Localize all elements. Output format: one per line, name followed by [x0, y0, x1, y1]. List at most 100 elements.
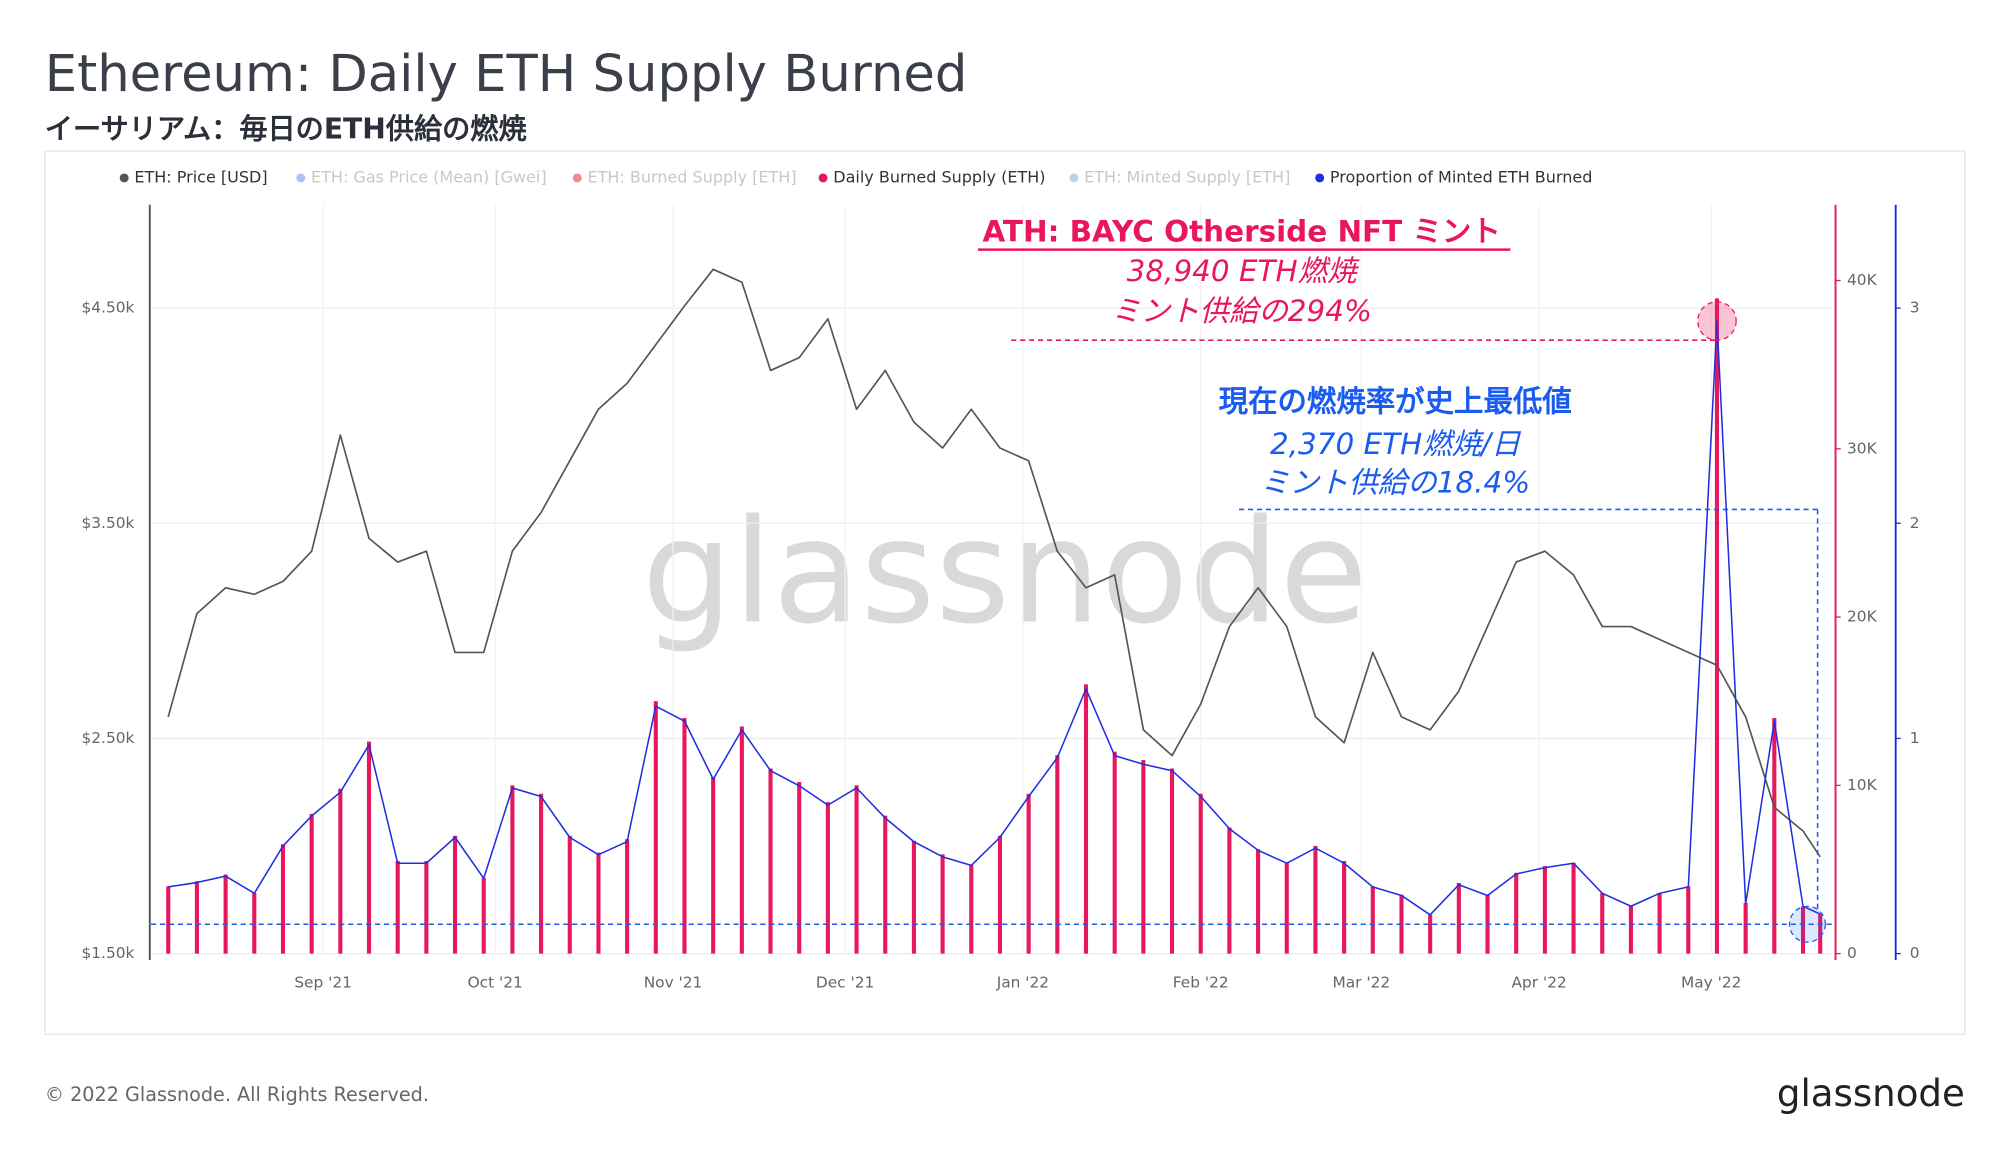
- y2-tick-label: 10K: [1847, 776, 1878, 794]
- bar: [854, 785, 859, 954]
- bar: [1112, 751, 1117, 954]
- bar: [1714, 298, 1720, 954]
- plot-area: $1.50k $2.50k $3.50k $4.50k Sep '21 Oct '21 No…: [82, 167, 1920, 991]
- bar: [1571, 862, 1576, 954]
- line: [168, 320, 1821, 916]
- highlight-point: [1697, 301, 1737, 341]
- legend-label: ETH: Minted Supply [ETH]: [1084, 167, 1290, 186]
- bar: [1800, 906, 1806, 954]
- bar: [1428, 914, 1433, 954]
- legend-label: ETH: Gas Price (Mean) [Gwei]: [311, 167, 547, 186]
- bar: [1313, 845, 1318, 954]
- bar: [739, 726, 744, 954]
- legend-label: ETH: Burned Supply [ETH]: [588, 167, 797, 186]
- chart-title: Ethereum: Daily ETH Supply Burned: [45, 44, 968, 104]
- watermark: glassnode: [642, 488, 1368, 655]
- bar: [1628, 906, 1633, 954]
- y2-tick-label: 40K: [1847, 271, 1878, 289]
- bar: [1227, 827, 1232, 954]
- legend-label: Proportion of Minted ETH Burned: [1330, 167, 1592, 186]
- bar: [997, 835, 1003, 954]
- bar: [768, 768, 773, 954]
- x-tick-label: Feb '22: [1173, 974, 1229, 992]
- bar: [883, 815, 888, 954]
- bar: [1772, 718, 1777, 954]
- bar: [969, 864, 974, 954]
- bar: [194, 881, 199, 954]
- bar: [1600, 893, 1605, 954]
- legend-label: Daily Burned Supply (ETH): [833, 167, 1045, 186]
- bar: [567, 835, 572, 954]
- bar: [309, 813, 314, 954]
- chart-frame: [44, 150, 1966, 1035]
- bar: [797, 781, 802, 954]
- x-tick-label: Oct '21: [468, 974, 523, 992]
- bar: [1026, 793, 1031, 954]
- x-tick-label: Apr '22: [1512, 974, 1567, 992]
- bar: [539, 793, 544, 954]
- x-tick-label: Mar '22: [1333, 974, 1391, 992]
- annotation-text: 38,940 ETH燃焼: [1127, 254, 1360, 288]
- y3-tick-label: 0: [1910, 944, 1920, 962]
- bar: [338, 788, 343, 954]
- bar: [1370, 886, 1375, 954]
- bar: [510, 785, 515, 954]
- copyright: © 2022 Glassnode. All Rights Reserved.: [45, 1083, 429, 1106]
- annotation-text: ミント供給の294%: [1111, 294, 1372, 328]
- chart-subtitle: イーサリアム：毎日のETH供給の燃焼: [45, 113, 527, 146]
- bar: [711, 776, 716, 954]
- x-tick-label: May '22: [1681, 974, 1741, 992]
- bar: [424, 861, 429, 954]
- line: [167, 268, 1821, 858]
- bar: [911, 840, 916, 954]
- bar: [1514, 872, 1519, 954]
- y-tick-label: $1.50k: [82, 944, 135, 962]
- x-tick-label: Nov '21: [644, 974, 703, 992]
- bar: [1055, 755, 1060, 954]
- bar: [481, 877, 486, 954]
- x-tick-label: Jan '22: [996, 974, 1049, 992]
- legend-marker: [296, 173, 306, 183]
- annotation-text: 2,370 ETH燃焼/日: [1270, 427, 1522, 461]
- x-tick-label: Dec '21: [816, 974, 874, 992]
- bar: [1657, 893, 1662, 954]
- y2-tick-label: 30K: [1847, 439, 1878, 457]
- legend-marker: [1315, 173, 1325, 183]
- legend-marker: [818, 173, 828, 183]
- bar: [1141, 760, 1146, 954]
- bar: [1818, 913, 1823, 954]
- y3-tick-label: 2: [1910, 514, 1920, 532]
- y-tick-label: $2.50k: [82, 729, 135, 747]
- annotation-title: 現在の燃焼率が史上最低値: [1219, 385, 1572, 419]
- bar: [596, 852, 601, 954]
- x-tick-label: Sep '21: [294, 974, 352, 992]
- bar: [166, 886, 171, 954]
- bar: [395, 861, 400, 954]
- legend-marker: [1069, 173, 1079, 183]
- y-tick-label: $3.50k: [82, 514, 135, 532]
- annotation-text: ミント供給の18.4%: [1260, 465, 1530, 499]
- y2-tick-label: 0: [1847, 944, 1857, 962]
- legend-marker: [119, 173, 129, 183]
- bar: [1284, 862, 1289, 954]
- bar: [625, 839, 630, 954]
- bar: [1169, 768, 1175, 954]
- legend-label: ETH: Price [USD]: [134, 167, 267, 186]
- bar: [682, 718, 687, 954]
- legend-marker: [572, 173, 582, 183]
- bar: [653, 701, 658, 954]
- bar: [1198, 793, 1203, 954]
- y-tick-label: $4.50k: [82, 299, 135, 317]
- bar: [1743, 903, 1748, 954]
- logo: glassnode: [1777, 1072, 1965, 1115]
- bar: [280, 844, 286, 954]
- bar: [1456, 882, 1461, 954]
- bar: [1256, 849, 1261, 954]
- y3-tick-label: 1: [1910, 729, 1920, 747]
- bar: [825, 802, 830, 954]
- bar: [223, 874, 228, 954]
- bar: [940, 854, 945, 954]
- bar: [366, 741, 372, 954]
